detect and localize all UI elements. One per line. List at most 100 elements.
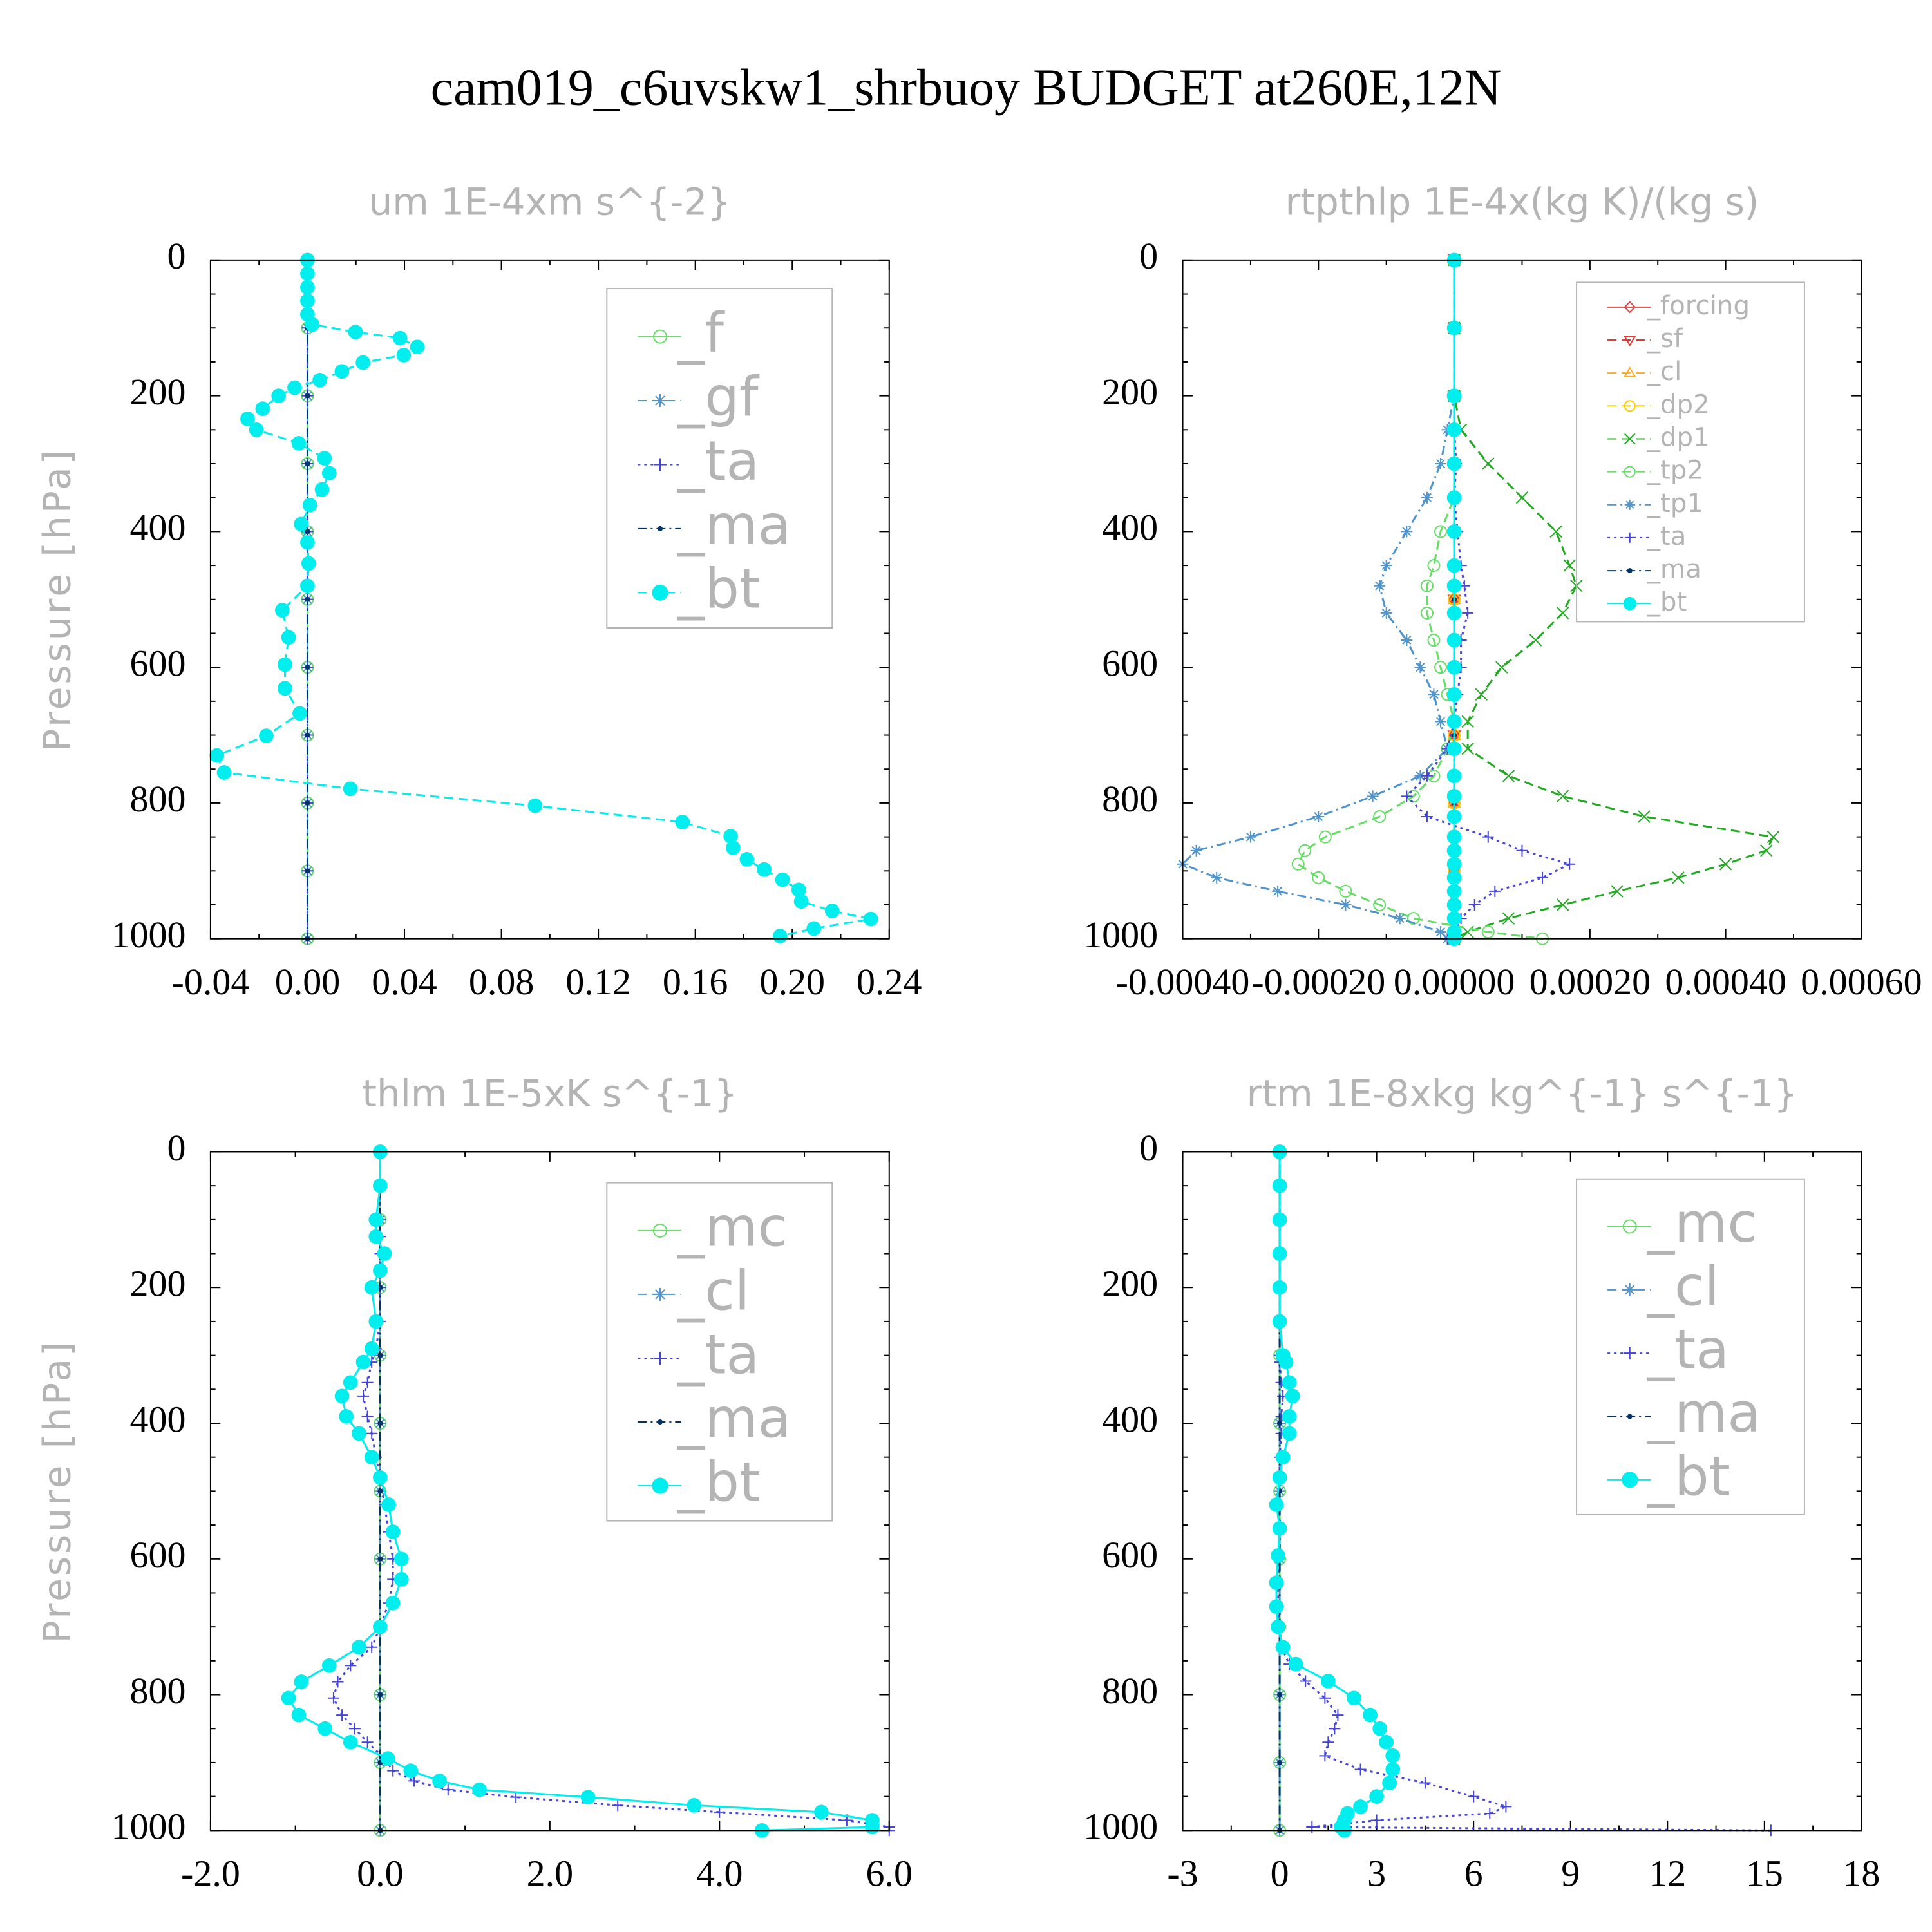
y-tick-label: 800 bbox=[129, 778, 185, 820]
marker bbox=[255, 401, 270, 416]
marker bbox=[274, 603, 290, 618]
marker bbox=[1300, 1675, 1312, 1687]
marker bbox=[1353, 1799, 1368, 1814]
marker bbox=[240, 412, 255, 426]
legend-box bbox=[1576, 1178, 1805, 1515]
plot-frame bbox=[209, 1151, 890, 1832]
x-tick-label: -2.0 bbox=[181, 1853, 240, 1895]
marker bbox=[1638, 810, 1651, 823]
marker bbox=[305, 461, 310, 466]
marker bbox=[1627, 1414, 1633, 1419]
marker bbox=[321, 1658, 337, 1673]
marker bbox=[1446, 789, 1462, 804]
marker bbox=[377, 1692, 383, 1698]
marker bbox=[348, 1723, 361, 1735]
x-tick-label: 0.00040 bbox=[1665, 961, 1786, 1003]
marker bbox=[366, 1427, 378, 1439]
marker bbox=[352, 1640, 366, 1655]
legend-label: _ta bbox=[677, 429, 759, 493]
marker bbox=[1370, 1814, 1383, 1826]
legend-entry: _ta bbox=[1607, 521, 1686, 551]
marker bbox=[806, 921, 822, 936]
marker bbox=[1291, 857, 1305, 871]
marker bbox=[373, 1263, 388, 1278]
marker bbox=[361, 1410, 374, 1423]
legend-box bbox=[606, 288, 833, 629]
legend-entry: _mc bbox=[638, 1195, 788, 1258]
marker bbox=[332, 1676, 344, 1688]
series bbox=[209, 252, 878, 943]
marker bbox=[1624, 466, 1636, 478]
legend-entry: _ta bbox=[638, 429, 759, 493]
marker bbox=[1435, 715, 1446, 728]
marker bbox=[1272, 885, 1284, 897]
marker bbox=[1611, 885, 1624, 898]
marker bbox=[1446, 524, 1462, 539]
marker bbox=[1627, 568, 1633, 574]
marker bbox=[1272, 1280, 1287, 1295]
marker bbox=[368, 1212, 384, 1227]
y-tick-label: 0 bbox=[167, 235, 185, 277]
marker bbox=[334, 1388, 350, 1404]
series bbox=[305, 257, 310, 942]
marker bbox=[1269, 1575, 1284, 1591]
x-tick-label: 2.0 bbox=[527, 1853, 574, 1895]
marker bbox=[1563, 559, 1576, 572]
y-tick-label: 800 bbox=[1102, 1670, 1158, 1712]
series bbox=[1177, 254, 1461, 945]
marker bbox=[1269, 1599, 1284, 1614]
marker bbox=[1272, 1314, 1287, 1329]
marker bbox=[385, 1524, 401, 1539]
legend-label: _tp2 bbox=[1647, 455, 1703, 486]
legend-box bbox=[606, 1182, 833, 1522]
marker bbox=[1482, 831, 1494, 843]
marker bbox=[377, 1556, 383, 1562]
x-tick-label: 15 bbox=[1746, 1853, 1783, 1895]
marker bbox=[1556, 790, 1569, 803]
y-tick-label: 400 bbox=[129, 1398, 185, 1440]
legend-label: _dp1 bbox=[1647, 422, 1710, 452]
legend-label: _sf bbox=[1647, 323, 1683, 354]
marker bbox=[1420, 606, 1434, 620]
marker bbox=[1420, 579, 1434, 592]
marker bbox=[612, 1799, 624, 1812]
legend-entry: _ta bbox=[1607, 1318, 1729, 1381]
marker bbox=[1272, 1520, 1287, 1536]
marker bbox=[1481, 925, 1495, 939]
marker bbox=[300, 578, 315, 594]
marker bbox=[271, 388, 287, 403]
marker bbox=[1282, 1426, 1297, 1441]
marker bbox=[1446, 884, 1462, 899]
marker bbox=[1372, 1721, 1388, 1736]
y-tick-label: 200 bbox=[129, 371, 185, 413]
marker bbox=[355, 355, 371, 370]
x-tick-label: 0.00060 bbox=[1801, 961, 1922, 1003]
marker bbox=[278, 681, 292, 696]
legend-label: _ta bbox=[677, 1322, 759, 1386]
marker bbox=[773, 929, 788, 943]
y-axis-label: Pressure [hPa] bbox=[35, 1339, 79, 1643]
marker bbox=[1495, 661, 1508, 674]
marker bbox=[1622, 1472, 1638, 1488]
y-tick-label: 200 bbox=[1102, 371, 1158, 413]
marker bbox=[1446, 659, 1462, 675]
marker bbox=[1435, 458, 1446, 469]
marker bbox=[373, 1619, 388, 1634]
marker bbox=[1446, 741, 1462, 756]
legend-entry: _tp2 bbox=[1607, 455, 1703, 486]
marker bbox=[1446, 809, 1462, 824]
legend-label: _mc bbox=[677, 1195, 788, 1258]
marker bbox=[775, 872, 790, 887]
marker bbox=[393, 1551, 409, 1567]
marker bbox=[1489, 885, 1501, 897]
marker bbox=[287, 380, 302, 395]
marker bbox=[1484, 1807, 1496, 1819]
marker bbox=[1468, 899, 1481, 911]
marker bbox=[1340, 899, 1352, 911]
marker bbox=[1380, 607, 1392, 619]
marker bbox=[1446, 897, 1462, 913]
legend-entry: _ma bbox=[1607, 554, 1701, 584]
marker bbox=[305, 317, 320, 332]
marker bbox=[1529, 634, 1542, 647]
marker bbox=[300, 293, 315, 308]
